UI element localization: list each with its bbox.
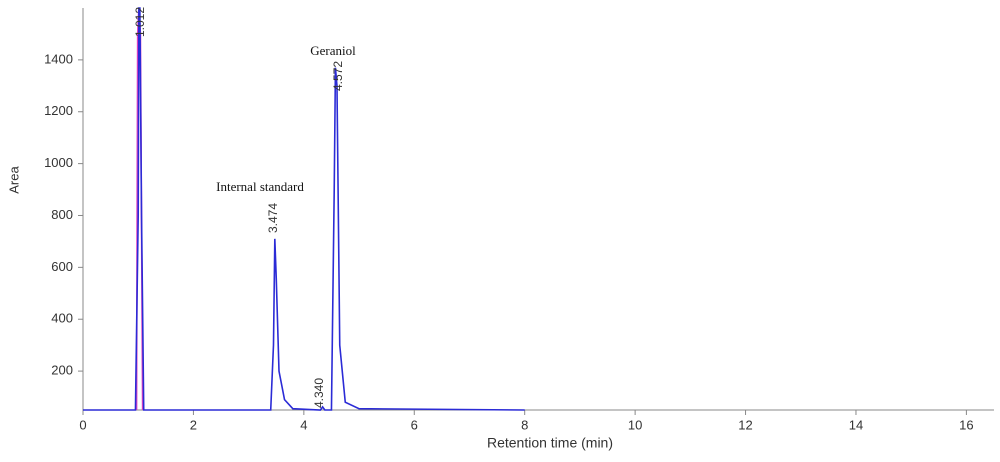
y-tick-label: 200 xyxy=(51,363,73,378)
peak-label: 3.474 xyxy=(266,203,280,233)
x-tick-label: 16 xyxy=(959,417,973,432)
trace-line xyxy=(83,7,525,411)
x-tick-label: 8 xyxy=(521,417,528,432)
y-tick-label: 600 xyxy=(51,259,73,274)
y-tick-label: 400 xyxy=(51,311,73,326)
y-tick-label: 800 xyxy=(51,207,73,222)
x-tick-label: 2 xyxy=(190,417,197,432)
peak-label: 4.340 xyxy=(312,378,326,408)
x-tick-label: 14 xyxy=(849,417,863,432)
x-tick-label: 4 xyxy=(300,417,307,432)
x-axis-label: Retention time (min) xyxy=(487,435,613,451)
x-tick-label: 10 xyxy=(628,417,642,432)
y-tick-label: 1000 xyxy=(44,155,73,170)
y-axis-label: Area xyxy=(6,166,21,194)
x-tick-label: 12 xyxy=(738,417,752,432)
peak-label: 1.012 xyxy=(133,7,147,37)
annotation: Geraniol xyxy=(310,43,356,58)
y-tick-label: 1400 xyxy=(44,51,73,66)
annotation: Internal standard xyxy=(216,179,304,194)
x-tick-label: 0 xyxy=(79,417,86,432)
peak-label: 4.572 xyxy=(331,61,345,91)
x-tick-label: 6 xyxy=(411,417,418,432)
y-tick-label: 1200 xyxy=(44,103,73,118)
